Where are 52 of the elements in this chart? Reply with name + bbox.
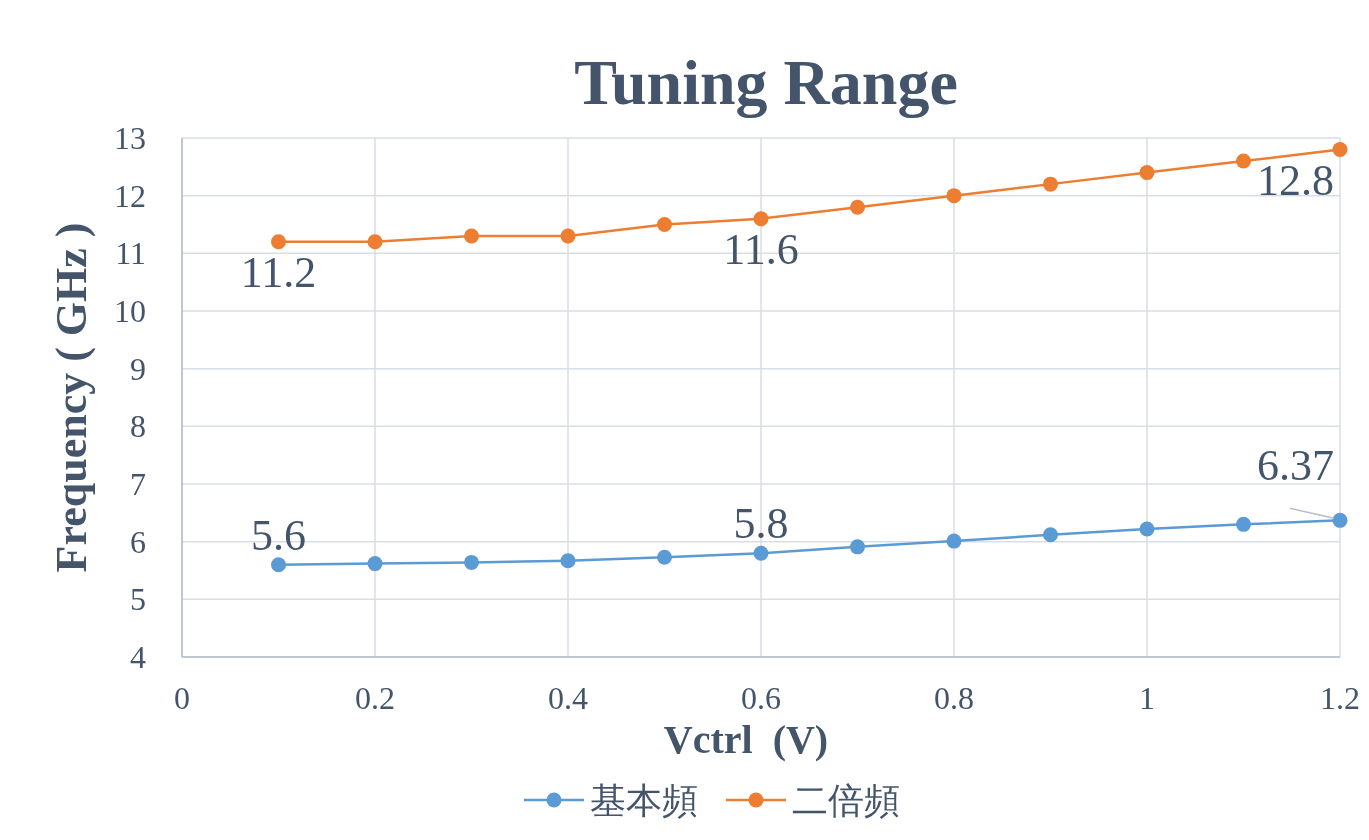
point: [657, 549, 672, 565]
x-tick-label: 0.2: [355, 680, 395, 716]
data-label: 11.6: [723, 224, 799, 274]
point: [1139, 521, 1155, 537]
data-label: 12.8: [1257, 155, 1334, 205]
x-tick-label: 0.4: [548, 680, 588, 716]
point: [464, 228, 479, 244]
point: [1236, 516, 1251, 532]
x-axis-title: Vctrl (V): [663, 717, 829, 762]
point: [1332, 512, 1348, 528]
point: [560, 228, 576, 244]
y-tick-label: 6: [130, 523, 146, 560]
point: [560, 553, 576, 569]
point: [1043, 176, 1058, 192]
y-tick-label: 4: [130, 639, 146, 675]
data-label: 5.6: [251, 510, 306, 560]
legend-label: 二倍頻: [792, 780, 900, 821]
data-label: 11.2: [240, 247, 317, 297]
point: [271, 557, 286, 573]
point: [850, 199, 865, 215]
point: [753, 545, 769, 561]
point: [946, 533, 962, 549]
y-tick-label: 13: [114, 120, 146, 156]
x-tick-label: 0: [174, 680, 190, 716]
data-label: 6.37: [1257, 441, 1334, 491]
point: [367, 234, 383, 250]
point: [753, 211, 769, 227]
point: [367, 556, 383, 572]
x-tick-label: 0.6: [741, 680, 781, 716]
point: [464, 554, 479, 570]
y-tick-label: 9: [130, 350, 146, 387]
point: [946, 188, 962, 204]
y-tick-label: 12: [114, 177, 146, 214]
legend-label: 基本頻: [590, 780, 698, 821]
point: [657, 217, 672, 232]
y-tick-label: 10: [114, 293, 146, 329]
point: [1236, 153, 1251, 169]
point: [850, 539, 865, 555]
point: [1332, 142, 1348, 158]
y-tick-label: 5: [130, 581, 146, 618]
point: [1043, 527, 1058, 543]
point: [271, 234, 286, 250]
y-tick-label: 8: [130, 408, 146, 445]
point: [1139, 165, 1155, 181]
x-tick-label: 1: [1139, 680, 1155, 716]
y-tick-label: 7: [130, 466, 146, 502]
y-axis-title: Frequency ( GHz ): [47, 222, 96, 573]
x-tick-label: 0.8: [934, 680, 974, 716]
y-tick-label: 11: [115, 235, 146, 272]
x-tick-label: 1.2: [1320, 680, 1360, 716]
chart-title: Tuning Range: [574, 47, 958, 118]
data-label: 5.8: [733, 499, 789, 549]
